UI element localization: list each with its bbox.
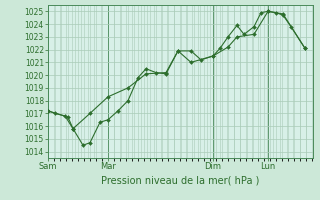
X-axis label: Pression niveau de la mer( hPa ): Pression niveau de la mer( hPa ) bbox=[101, 175, 260, 185]
